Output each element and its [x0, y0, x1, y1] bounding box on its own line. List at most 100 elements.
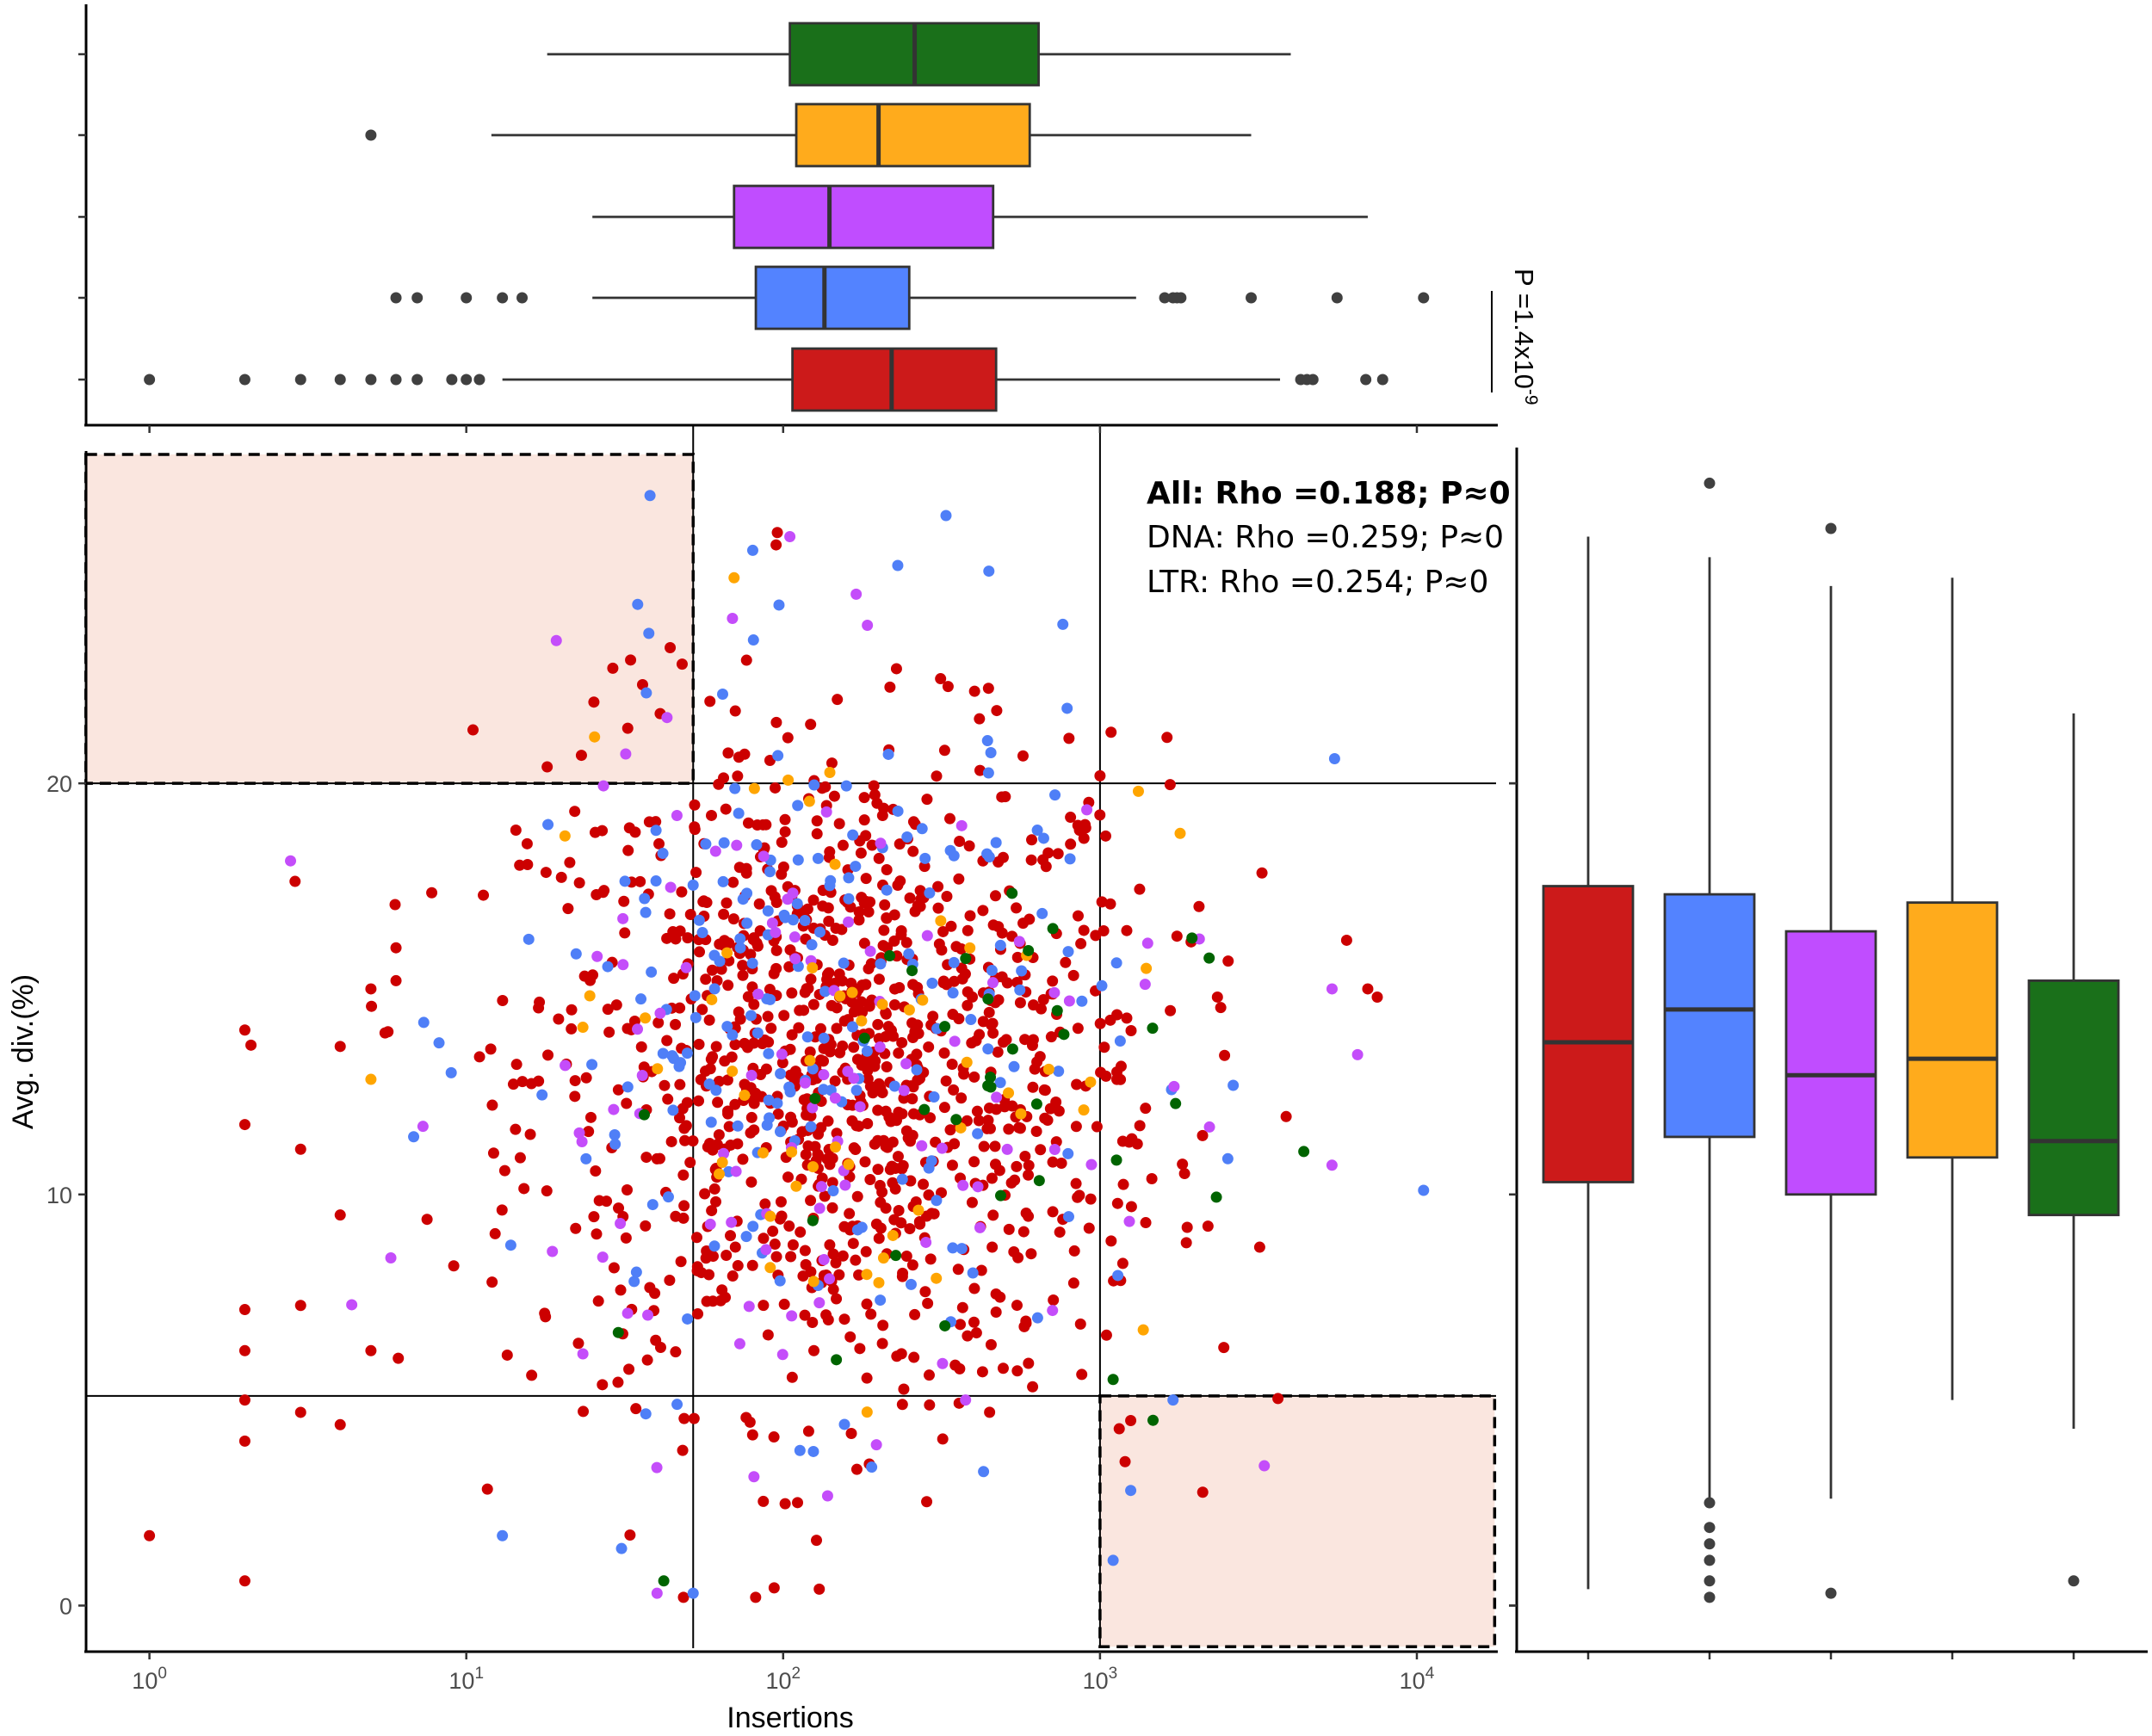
point-dna [723, 1121, 735, 1133]
point-dna [238, 1119, 250, 1131]
point-dna [782, 1171, 795, 1183]
point-dna [665, 642, 677, 654]
point-dna [682, 932, 694, 944]
point-dna [1125, 1201, 1137, 1213]
point-line [818, 1032, 830, 1044]
point-line [982, 1043, 994, 1055]
point-dna [765, 885, 777, 897]
point-dna [818, 1055, 830, 1067]
point-line [792, 800, 804, 812]
box-rc [1906, 901, 1999, 1159]
point-line [843, 893, 855, 905]
point-rc [873, 1276, 885, 1288]
point-line [727, 1029, 739, 1041]
point-dna [775, 1195, 787, 1208]
point-ltr [776, 1048, 788, 1060]
point-dna [534, 996, 546, 1008]
point-dna [705, 1053, 717, 1066]
point-dna [873, 973, 885, 985]
point-dna [793, 1022, 805, 1034]
point-dna [591, 1228, 603, 1240]
point-dna [900, 936, 912, 948]
point-dna [985, 1338, 997, 1350]
point-dna [932, 902, 944, 914]
point-dna [1140, 1103, 1152, 1115]
point-dna [770, 539, 782, 551]
point-line [805, 1121, 817, 1133]
point-dna [778, 1298, 790, 1310]
point-line [978, 1466, 990, 1478]
box-line [754, 265, 911, 331]
point-rc [584, 990, 596, 1002]
outlier-line [1331, 292, 1343, 304]
point-dna [838, 1220, 850, 1232]
point-ltr [636, 1070, 648, 1082]
point-dna [893, 1204, 905, 1216]
point-dna [938, 744, 950, 757]
point-line [881, 884, 893, 896]
point-dna [924, 1112, 937, 1124]
point-line [784, 1086, 796, 1098]
point-dna [1025, 854, 1037, 866]
point-dna [1011, 902, 1023, 914]
point-dna [1125, 1415, 1137, 1427]
point-ltr [1047, 1305, 1059, 1317]
point-dna [872, 1164, 884, 1176]
point-dna [945, 920, 957, 932]
point-line [928, 1091, 940, 1103]
point-dna [869, 788, 881, 800]
point-dna [890, 663, 902, 675]
point-rc [912, 1204, 924, 1216]
point-dna [789, 1066, 801, 1078]
point-dna [860, 1245, 872, 1257]
point-line [1107, 1554, 1119, 1566]
point-dna [753, 898, 765, 910]
point-dna [1099, 830, 1111, 842]
point-dna [768, 1582, 780, 1594]
point-dna [923, 1041, 935, 1053]
point-dna [1011, 1365, 1023, 1377]
point-dna [510, 824, 522, 836]
point-dna [769, 1239, 781, 1251]
point-ltr [788, 931, 801, 943]
point-line [850, 1084, 863, 1097]
point-line [896, 1173, 908, 1185]
point-ltr [839, 1179, 851, 1191]
point-dna [1100, 1070, 1112, 1082]
point-dna [1048, 1294, 1060, 1306]
point-dna [485, 1043, 497, 1055]
point-dna [990, 1307, 1002, 1319]
point-dna [880, 1008, 892, 1020]
point-dna [712, 1097, 724, 1109]
point-dna [836, 924, 848, 936]
point-ltr [1048, 986, 1061, 998]
point-dna [767, 1226, 779, 1238]
point-dna [573, 877, 585, 889]
point-dna [677, 1444, 689, 1456]
point-dna [799, 1309, 811, 1321]
point-dna [1197, 1486, 1209, 1498]
point-rc [757, 1146, 769, 1158]
point-dna [1180, 1237, 1192, 1249]
point-dna [621, 1183, 634, 1195]
point-dna [629, 826, 641, 838]
point-dna [786, 1371, 798, 1383]
point-rc [804, 1054, 816, 1066]
point-line [965, 1014, 977, 1026]
point-line [657, 848, 669, 860]
point-ltr [824, 1273, 836, 1285]
point-rc [887, 1229, 899, 1241]
point-sine [960, 953, 972, 965]
point-ltr [1063, 995, 1075, 1007]
point-line [972, 1127, 984, 1140]
point-dna [589, 826, 601, 838]
point-ltr [818, 1254, 830, 1266]
point-dna [880, 1140, 892, 1152]
point-dna [691, 1261, 703, 1273]
point-dna [623, 1363, 635, 1375]
pvalue-prefix: P = [1509, 269, 1539, 309]
point-ltr [385, 1252, 397, 1264]
point-dna [904, 892, 916, 904]
point-dna [578, 1405, 590, 1418]
point-ltr [718, 1147, 730, 1159]
